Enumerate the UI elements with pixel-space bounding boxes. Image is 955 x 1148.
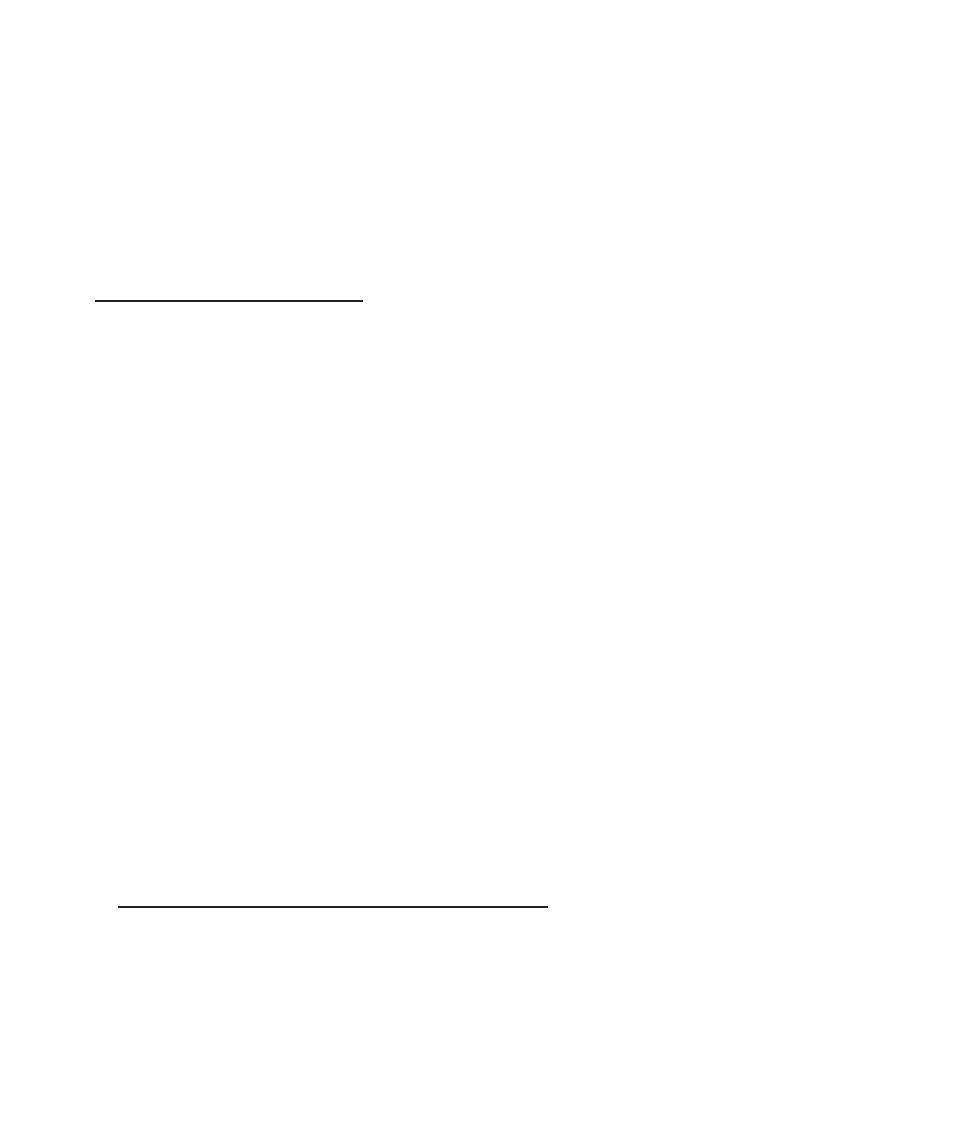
panel-a-schematic <box>50 28 485 246</box>
panel-d-correlation-plot <box>605 278 955 533</box>
g-serum-samples-line <box>118 906 548 908</box>
panel-h-correlation-plot <box>600 884 955 1148</box>
c-serum-samples-line <box>95 300 363 302</box>
panel-b-calibration-plot <box>485 0 955 268</box>
